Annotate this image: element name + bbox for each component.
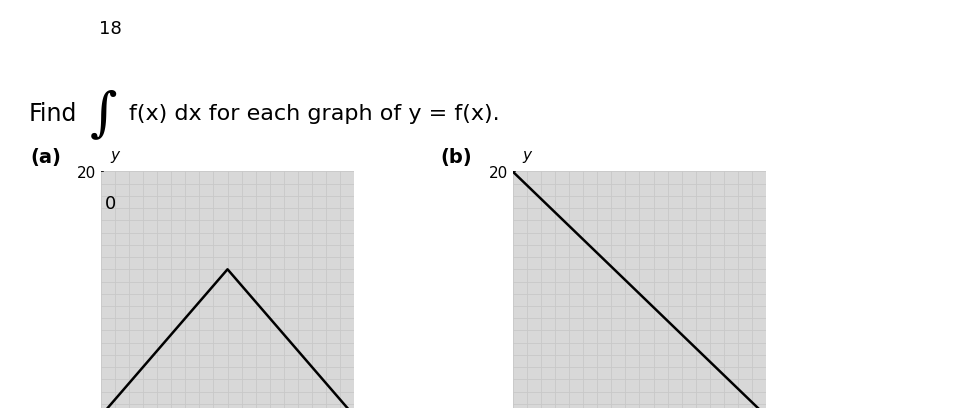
Text: ∫: ∫ xyxy=(90,89,117,140)
Text: y: y xyxy=(522,148,532,163)
Text: 20: 20 xyxy=(77,166,96,181)
Text: (a): (a) xyxy=(31,148,61,167)
Text: 20: 20 xyxy=(489,166,508,181)
Text: Find: Find xyxy=(29,102,77,126)
Text: f(x) dx for each graph of y = f(x).: f(x) dx for each graph of y = f(x). xyxy=(129,104,500,124)
Text: 18: 18 xyxy=(99,20,122,38)
Text: 0: 0 xyxy=(104,195,116,213)
Text: y: y xyxy=(110,148,120,163)
Text: (b): (b) xyxy=(441,148,472,167)
